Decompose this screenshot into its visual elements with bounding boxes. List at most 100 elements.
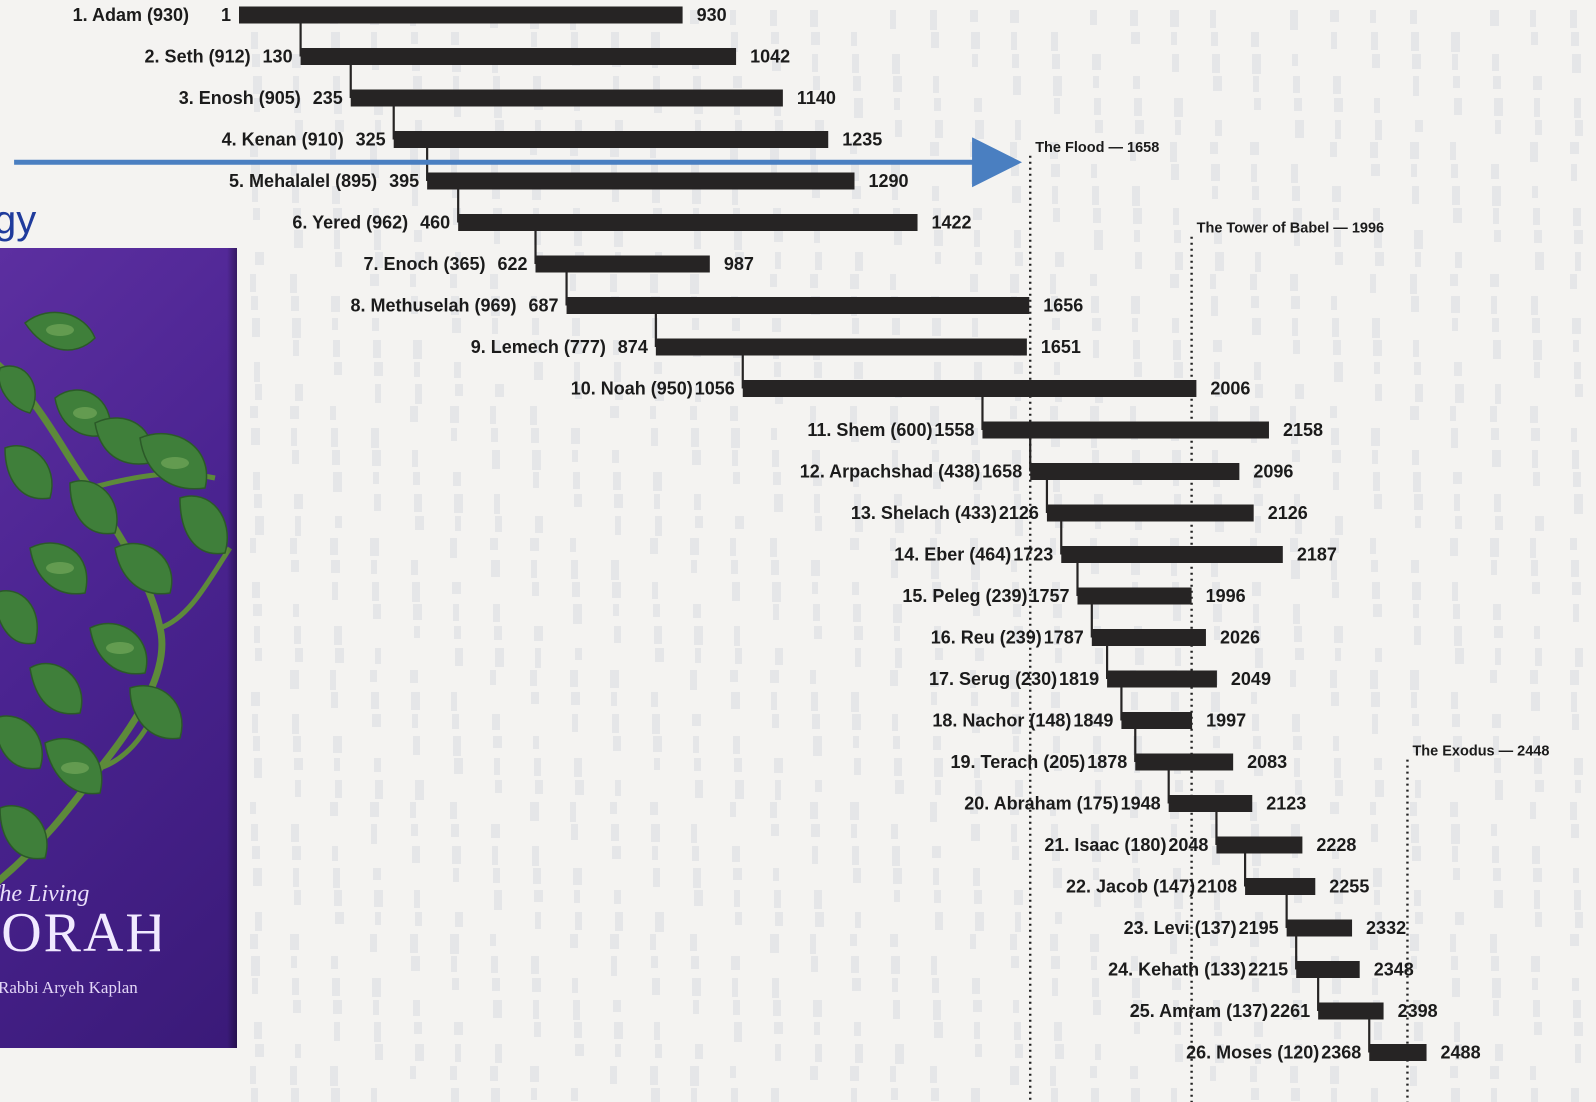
lifespan-bar bbox=[1061, 546, 1283, 563]
birth-year-label: 2261 bbox=[1270, 1001, 1310, 1021]
person-name-label: 16. Reu (239) bbox=[931, 628, 1042, 648]
death-year-label: 1290 bbox=[868, 171, 908, 191]
person-name-label: 25. Amram (137) bbox=[1130, 1001, 1268, 1021]
lifespan-bar bbox=[1318, 1002, 1384, 1020]
death-year-label: 1042 bbox=[750, 47, 790, 67]
person-name-label: 21. Isaac (180) bbox=[1044, 835, 1166, 855]
death-year-label: 2049 bbox=[1231, 669, 1271, 689]
death-year-label: 930 bbox=[697, 5, 727, 25]
death-year-label: 2255 bbox=[1329, 877, 1369, 897]
death-year-label: 1235 bbox=[842, 130, 882, 150]
person-name-label: 22. Jacob (147) bbox=[1066, 877, 1195, 897]
person-name-label: 7. Enoch (365) bbox=[363, 254, 485, 274]
lifespan-bar bbox=[982, 421, 1269, 439]
slide-title-fragment: gy bbox=[0, 198, 37, 242]
lifespan-bar bbox=[458, 214, 918, 231]
lifespan-bar bbox=[393, 131, 829, 148]
person-name-label: 26. Moses (120) bbox=[1186, 1043, 1319, 1063]
book-author: Rabbi Aryeh Kaplan bbox=[0, 978, 138, 997]
birth-year-label: 2126 bbox=[999, 503, 1039, 523]
death-year-label: 2126 bbox=[1268, 503, 1308, 523]
birth-year-label: 1558 bbox=[934, 420, 974, 440]
book-title: TORAH bbox=[0, 904, 160, 962]
death-year-label: 1656 bbox=[1043, 296, 1083, 316]
birth-year-label: 2368 bbox=[1321, 1043, 1361, 1063]
birth-year-label: 395 bbox=[389, 171, 419, 191]
death-year-label: 1140 bbox=[797, 88, 836, 108]
lifespan-bar bbox=[1030, 463, 1240, 480]
person-name-label: 14. Eber (464) bbox=[894, 545, 1011, 565]
book-cover-image: The Living TORAH Rabbi Aryeh Kaplan bbox=[0, 248, 237, 1048]
person-name-label: 4. Kenan (910) bbox=[222, 130, 344, 150]
lifespan-bar bbox=[655, 338, 1027, 356]
birth-year-label: 1819 bbox=[1059, 669, 1099, 689]
death-year-label: 2332 bbox=[1366, 918, 1406, 938]
person-name-label: 5. Mehalalel (895) bbox=[229, 171, 377, 191]
event-annotation-2: The Tower of Babel — 1996 bbox=[1197, 221, 1384, 237]
person-name-label: 23. Levi (137) bbox=[1124, 918, 1237, 938]
birth-year-label: 130 bbox=[263, 47, 293, 67]
lifespan-bar bbox=[1046, 504, 1254, 522]
death-year-label: 2083 bbox=[1247, 752, 1287, 772]
death-year-label: 2123 bbox=[1266, 794, 1306, 814]
birth-year-label: 1878 bbox=[1087, 752, 1127, 772]
birth-year-label: 622 bbox=[497, 254, 527, 274]
birth-year-label: 1723 bbox=[1013, 545, 1053, 565]
lifespan-bar bbox=[427, 172, 855, 190]
birth-year-label: 325 bbox=[356, 130, 386, 150]
death-year-label: 2158 bbox=[1283, 420, 1323, 440]
birth-year-label: 2195 bbox=[1239, 918, 1279, 938]
person-name-label: 15. Peleg (239) bbox=[902, 586, 1027, 606]
lifespan-bar bbox=[1091, 629, 1206, 646]
death-year-label: 2398 bbox=[1398, 1001, 1438, 1021]
lifespan-bar bbox=[742, 380, 1197, 397]
event-annotation-1: The Flood — 1658 bbox=[1035, 140, 1159, 156]
birth-year-label: 874 bbox=[618, 337, 648, 357]
death-year-label: 1997 bbox=[1206, 711, 1246, 731]
person-name-label: 17. Serug (230) bbox=[929, 669, 1057, 689]
lifespan-bar bbox=[1296, 961, 1360, 978]
death-year-label: 1422 bbox=[932, 213, 972, 233]
birth-year-label: 1658 bbox=[982, 462, 1022, 482]
person-name-label: 6. Yered (962) bbox=[292, 213, 408, 233]
death-year-label: 1651 bbox=[1041, 337, 1081, 357]
death-year-label: 2006 bbox=[1210, 379, 1250, 399]
person-name-label: 18. Nachor (148) bbox=[932, 711, 1071, 731]
birth-year-label: 2215 bbox=[1248, 960, 1288, 980]
lifespan-bar bbox=[1107, 670, 1217, 688]
person-name-label: 9. Lemech (777) bbox=[471, 337, 606, 357]
birth-year-label: 1056 bbox=[695, 379, 735, 399]
lifespan-bar bbox=[300, 48, 737, 65]
birth-year-label: 2108 bbox=[1197, 877, 1237, 897]
lifespan-bars bbox=[239, 6, 1427, 1061]
lifespan-bar bbox=[1286, 919, 1353, 937]
birth-year-label: 1 bbox=[221, 5, 231, 25]
birth-year-label: 1948 bbox=[1121, 794, 1161, 814]
death-year-label: 2488 bbox=[1441, 1043, 1481, 1063]
pothos-vine-illustration bbox=[0, 311, 233, 885]
person-name-label: 13. Shelach (433) bbox=[851, 503, 997, 523]
lifespan-bar bbox=[535, 255, 710, 273]
person-name-label: 3. Enosh (905) bbox=[179, 88, 301, 108]
death-year-label: 2096 bbox=[1253, 462, 1293, 482]
person-labels: 1. Adam (930) 1 930 2. Seth (912) 130 1042 3. … bbox=[73, 5, 1481, 1063]
person-name-label: 10. Noah (950) bbox=[571, 379, 693, 399]
lifespan-bar bbox=[239, 6, 683, 24]
lifespan-bar bbox=[1216, 836, 1303, 854]
birth-year-label: 460 bbox=[420, 213, 450, 233]
event-annotation-3: The Exodus — 2448 bbox=[1412, 744, 1549, 760]
death-year-label: 2187 bbox=[1297, 545, 1337, 565]
lifespan-bar bbox=[1369, 1044, 1427, 1061]
death-year-label: 2026 bbox=[1220, 628, 1260, 648]
lifespan-bar bbox=[1135, 753, 1234, 771]
death-year-label: 2228 bbox=[1316, 835, 1356, 855]
birth-year-label: 1757 bbox=[1029, 586, 1069, 606]
death-year-label: 1996 bbox=[1206, 586, 1246, 606]
death-year-label: 987 bbox=[724, 254, 754, 274]
person-name-label: 24. Kehath (133) bbox=[1108, 960, 1246, 980]
birth-year-label: 235 bbox=[313, 88, 343, 108]
person-name-label: 19. Terach (205) bbox=[951, 752, 1086, 772]
book-spine-shadow bbox=[227, 248, 237, 1048]
